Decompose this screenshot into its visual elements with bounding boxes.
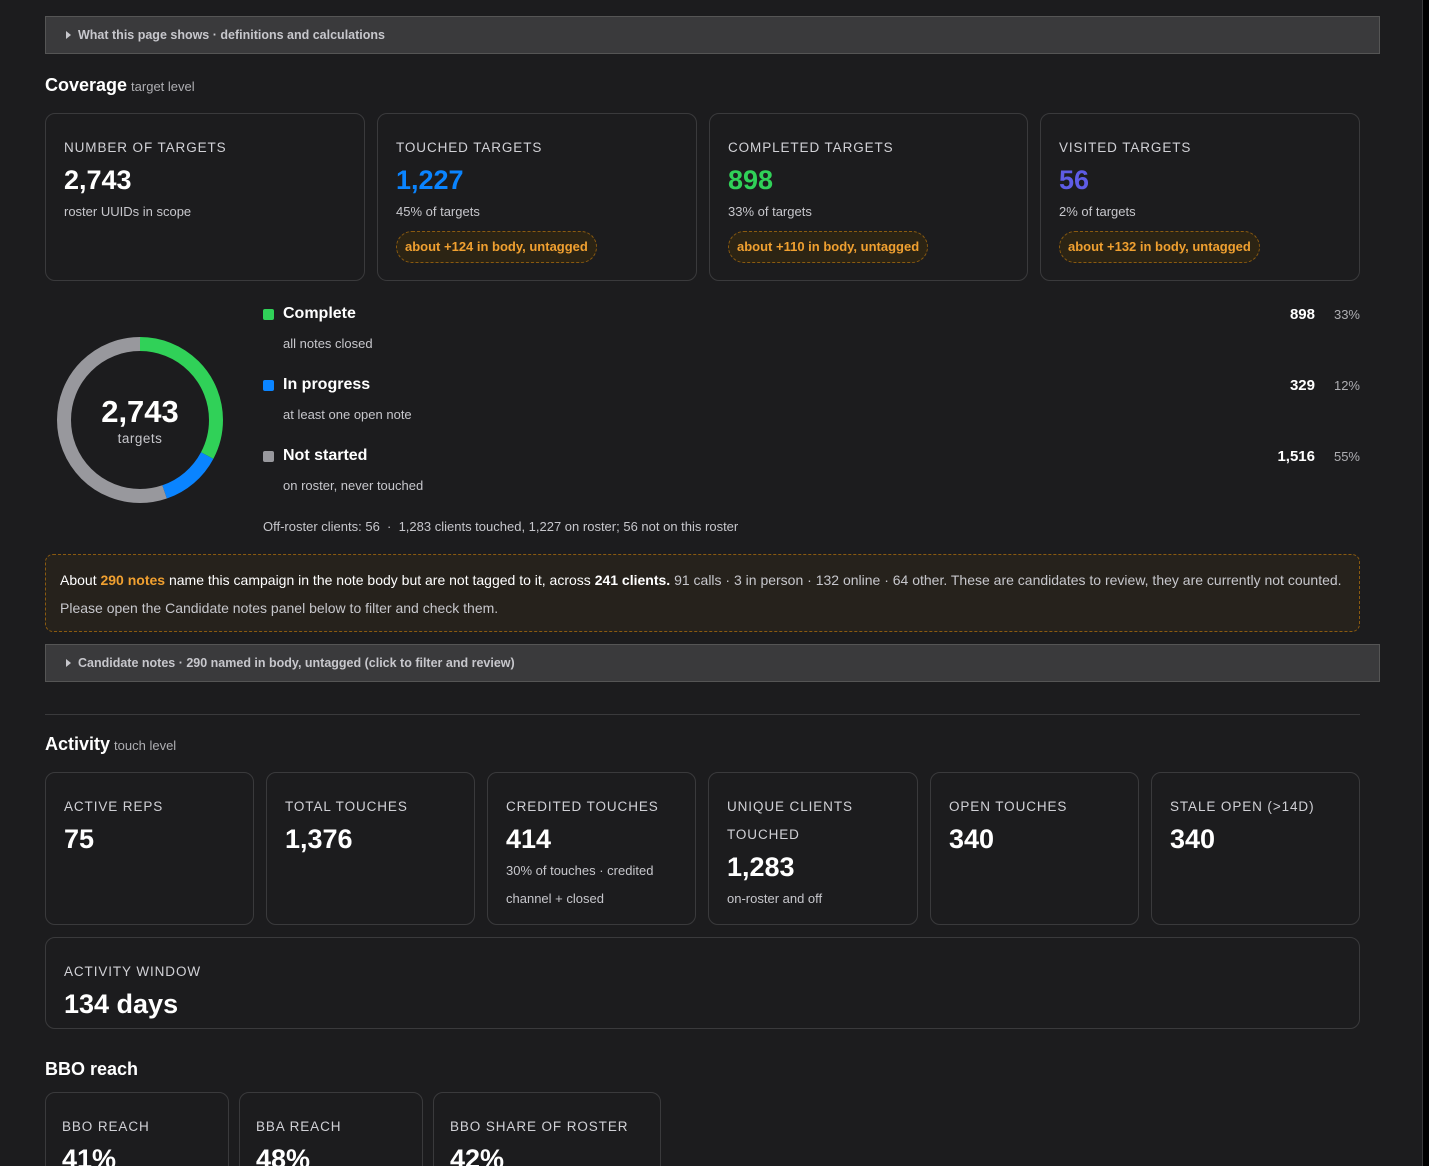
card-sub: 33% of targets: [728, 204, 812, 219]
legend-count: 898: [1289, 305, 1315, 323]
untagged-badge: about +132 in body, untagged: [1059, 231, 1260, 263]
card-label: OPEN TOUCHES: [949, 799, 1068, 814]
bbo-reach-card: BBO REACH 41%: [45, 1092, 229, 1166]
candidate-notice: About 290 notes name this campaign in th…: [45, 554, 1360, 632]
notice-text: name this campaign in the note body but …: [165, 572, 595, 588]
card-label: STALE OPEN (>14D): [1170, 799, 1315, 814]
stale-open-card: STALE OPEN (>14D) 340: [1151, 772, 1360, 925]
card-sub: on-roster and off: [727, 891, 823, 906]
card-label: NUMBER OF TARGETS: [64, 140, 227, 155]
offroster-summary: Off-roster clients: 56 · 1,283 clients t…: [263, 519, 739, 534]
bba-reach-card: BBA REACH 48%: [239, 1092, 423, 1166]
legend-name: In progress: [283, 376, 371, 393]
notice-about: About: [60, 572, 97, 588]
legend-name: Not started: [283, 447, 368, 464]
bbo-share-card: BBO SHARE OF ROSTER 42%: [433, 1092, 661, 1166]
card-label: ACTIVITY WINDOW: [64, 964, 201, 979]
card-value: 414: [506, 824, 552, 854]
notice-clients-count: 241 clients.: [594, 572, 671, 588]
legend-item-complete: Complete 898 33% all notes closed: [263, 304, 1360, 351]
bbo-title: BBO reach: [45, 1059, 139, 1079]
active-reps-card: ACTIVE REPS 75: [45, 772, 254, 925]
coverage-title: Coverage: [45, 75, 128, 95]
legend-desc: at least one open note: [283, 407, 412, 422]
coverage-heading: Coverage target level: [45, 75, 195, 96]
card-label: VISITED TARGETS: [1059, 140, 1192, 155]
disclosure-triangle-icon: [66, 31, 71, 39]
legend-pct: 33%: [1333, 306, 1360, 322]
section-divider: [45, 714, 1360, 715]
legend-desc: all notes closed: [283, 336, 373, 351]
disclosure-triangle-icon: [66, 659, 71, 667]
legend-count: 329: [1289, 376, 1315, 394]
card-sub: 2% of targets: [1059, 204, 1136, 219]
total-touches-card: TOTAL TOUCHES 1,376: [266, 772, 475, 925]
card-value: 898: [728, 165, 774, 195]
activity-subtitle: touch level: [114, 738, 177, 753]
candidate-notes-toggle[interactable]: Candidate notes · 290 named in body, unt…: [45, 644, 1380, 682]
completed-targets-card: COMPLETED TARGETS 898 33% of targets abo…: [709, 113, 1028, 281]
visited-targets-card: VISITED TARGETS 56 2% of targets about +…: [1040, 113, 1360, 281]
card-value: 41%: [62, 1144, 117, 1166]
legend-count: 1,516: [1277, 447, 1315, 465]
card-value: 1,283: [727, 852, 795, 882]
donut-chart: [57, 337, 223, 503]
legend-name: Complete: [283, 305, 356, 322]
definitions-toggle-label: What this page shows · definitions and c…: [78, 28, 385, 42]
donut-segment-not-started: [57, 337, 223, 503]
card-value: 2,743: [64, 165, 132, 195]
donut-center: 2,743 targets: [55, 335, 225, 505]
legend-swatch: [263, 450, 274, 462]
notice-notes-count: 290 notes: [100, 572, 166, 588]
card-label: BBO REACH: [62, 1119, 150, 1134]
card-label: BBA REACH: [256, 1119, 342, 1134]
legend-swatch: [263, 308, 274, 320]
card-label: UNIQUE CLIENTS TOUCHED: [727, 799, 853, 842]
donut-label: targets: [117, 430, 163, 446]
legend-desc: on roster, never touched: [283, 478, 424, 493]
card-label: BBO SHARE OF ROSTER: [450, 1119, 629, 1134]
activity-heading: Activity touch level: [45, 734, 176, 755]
number-of-targets-card: NUMBER OF TARGETS 2,743 roster UUIDs in …: [45, 113, 365, 281]
untagged-badge: about +124 in body, untagged: [396, 231, 597, 263]
touched-targets-card: TOUCHED TARGETS 1,227 45% of targets abo…: [377, 113, 697, 281]
legend-pct: 12%: [1333, 377, 1360, 393]
card-value: 56: [1059, 165, 1090, 195]
card-label: ACTIVE REPS: [64, 799, 164, 814]
card-value: 340: [949, 824, 995, 854]
notice-breakdown: 91 calls · 3 in person · 132 online · 64…: [60, 572, 1342, 616]
unique-clients-touched-card: UNIQUE CLIENTS TOUCHED 1,283 on-roster a…: [708, 772, 918, 925]
card-value: 42%: [450, 1144, 505, 1166]
card-value: 1,227: [396, 165, 464, 195]
legend-pct: 55%: [1333, 448, 1360, 464]
card-value: 134 days: [64, 989, 179, 1019]
bbo-heading: BBO reach: [45, 1059, 138, 1080]
card-label: COMPLETED TARGETS: [728, 140, 894, 155]
open-touches-card: OPEN TOUCHES 340: [930, 772, 1139, 925]
legend-swatch: [263, 379, 274, 391]
legend-item-not-started: Not started 1,516 55% on roster, never t…: [263, 446, 1360, 493]
definitions-toggle[interactable]: What this page shows · definitions and c…: [45, 16, 1380, 54]
card-label: TOUCHED TARGETS: [396, 140, 543, 155]
card-sub: 30% of touches · credited channel + clos…: [506, 863, 654, 906]
card-label: CREDITED TOUCHES: [506, 799, 659, 814]
card-sub: 45% of targets: [396, 204, 480, 219]
coverage-subtitle: target level: [131, 79, 195, 94]
card-label: TOTAL TOUCHES: [285, 799, 408, 814]
target-status-donut: 2,743 targets: [55, 335, 225, 505]
card-value: 48%: [256, 1144, 311, 1166]
card-value: 1,376: [285, 824, 353, 854]
untagged-badge: about +110 in body, untagged: [728, 231, 929, 263]
card-value: 75: [64, 824, 95, 854]
card-sub: roster UUIDs in scope: [64, 204, 192, 219]
legend-item-in-progress: In progress 329 12% at least one open no…: [263, 375, 1360, 422]
credited-touches-card: CREDITED TOUCHES 414 30% of touches · cr…: [487, 772, 696, 925]
card-value: 340: [1170, 824, 1216, 854]
activity-window-card: ACTIVITY WINDOW 134 days: [45, 937, 1360, 1029]
candidate-notes-toggle-label: Candidate notes · 290 named in body, unt…: [78, 656, 515, 670]
activity-title: Activity: [45, 734, 111, 754]
donut-total: 2,743: [101, 393, 179, 429]
